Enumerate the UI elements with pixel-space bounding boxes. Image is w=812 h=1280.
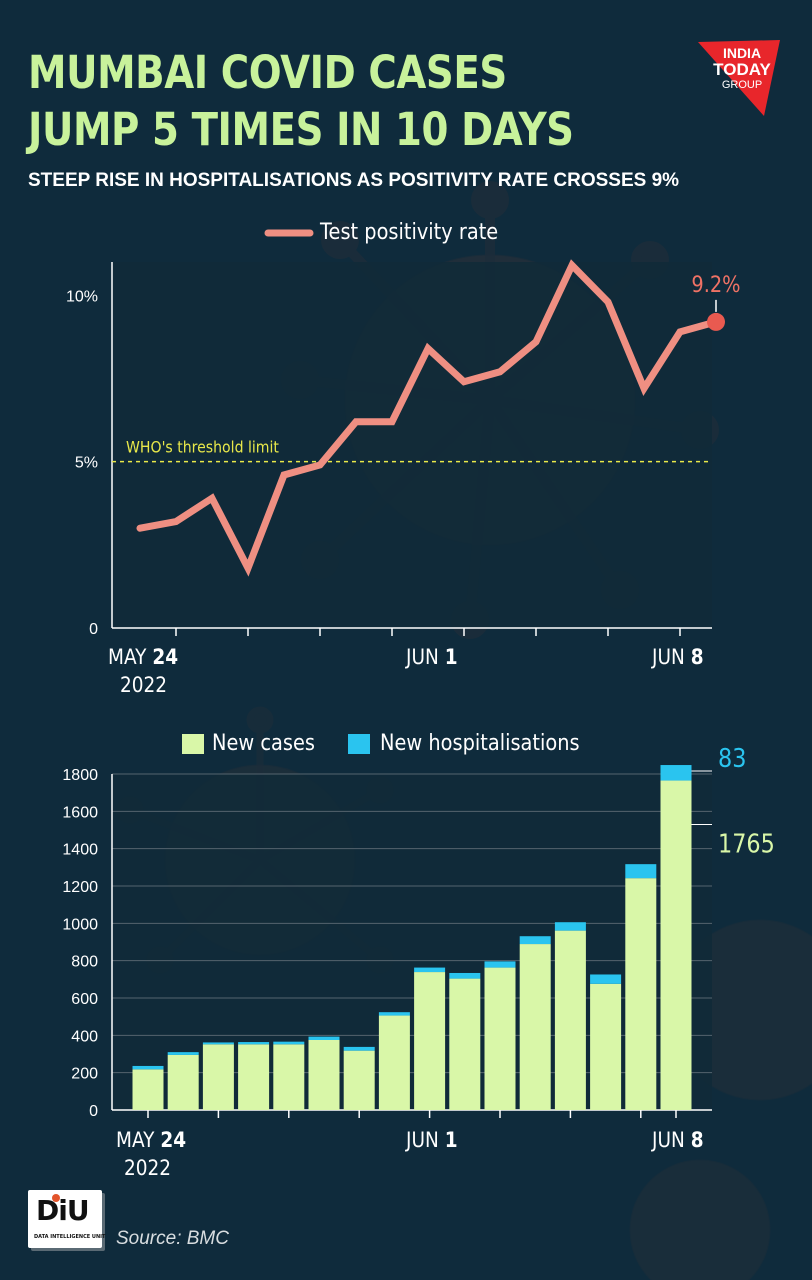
annotation-label: 9.2% <box>691 272 740 297</box>
bar-x-label-start: MAY 24 <box>116 1128 186 1152</box>
bar-y-tick-label: 1200 <box>62 879 98 896</box>
bar-new-cases <box>484 967 516 1110</box>
bar-y-tick-label: 1600 <box>62 804 98 821</box>
line-x-label-year: 2022 <box>120 673 168 697</box>
bar-y-tick-label: 1400 <box>62 842 98 859</box>
bar-new-hospitalisations <box>132 1065 164 1070</box>
bar-new-cases <box>378 1015 410 1110</box>
logo-line-2: TODAY <box>713 60 771 79</box>
page-subtitle: STEEP RISE IN HOSPITALISATIONS AS POSITI… <box>28 170 680 191</box>
diu-logo: DiU DATA INTELLIGENCE UNIT <box>28 1190 106 1248</box>
bar-new-hospitalisations <box>308 1036 340 1040</box>
line-x-start-day: 24 <box>152 645 179 669</box>
bar-new-cases <box>308 1040 340 1110</box>
bar-new-hospitalisations <box>484 961 516 968</box>
bar-x-end-month: JUN <box>652 1128 685 1152</box>
bar-new-hospitalisations <box>202 1042 234 1045</box>
bar-new-cases <box>414 972 446 1110</box>
bar-x-label-year: 2022 <box>124 1156 172 1180</box>
legend-new-hosp-label: New hospitalisations <box>380 731 580 756</box>
bar-new-hospitalisations <box>378 1012 410 1016</box>
india-today-logo: INDIA TODAY GROUP <box>698 40 780 116</box>
bar-new-cases <box>519 944 551 1110</box>
bar-new-hospitalisations <box>519 936 551 945</box>
bar-new-hospitalisations <box>590 974 622 984</box>
bar-x-mid-day: 1 <box>444 1128 458 1152</box>
logo-triangle-icon <box>698 40 780 116</box>
bar-new-cases <box>273 1044 305 1110</box>
bar-new-hospitalisations <box>660 765 692 781</box>
threshold-label: WHO's threshold limit <box>126 438 279 457</box>
line-x-mid-month: JUN <box>406 645 439 669</box>
bar-y-tick-label: 800 <box>71 954 98 971</box>
bar-x-start-month: MAY <box>116 1128 155 1152</box>
bar-plot-area <box>112 774 712 1110</box>
bar-new-cases <box>238 1044 270 1110</box>
bar-new-hospitalisations <box>238 1042 270 1045</box>
title-line-2: JUMP 5 TIMES IN 10 DAYS <box>28 103 574 156</box>
bar-new-cases <box>660 780 692 1110</box>
line-plot-area <box>112 262 712 628</box>
annotation-point <box>707 312 725 331</box>
legend-new-hosp-swatch-icon <box>348 734 370 754</box>
bar-x-mid-month: JUN <box>406 1128 439 1152</box>
source-note: Source: BMC <box>116 1228 229 1249</box>
annotation-cases-label: 1765 <box>718 828 775 859</box>
line-x-label-end: JUN 8 <box>652 645 704 669</box>
bar-new-hospitalisations <box>554 922 586 931</box>
bar-new-cases <box>343 1050 375 1110</box>
bar-new-cases <box>202 1044 234 1110</box>
legend-new-cases-label: New cases <box>212 731 315 756</box>
line-x-start-month: MAY <box>108 645 147 669</box>
bar-x-start-day: 24 <box>160 1128 187 1152</box>
line-y-tick-label: 10% <box>66 288 98 305</box>
bar-x-end-day: 8 <box>690 1128 704 1152</box>
legend-new-cases-swatch-icon <box>182 734 204 754</box>
bar-y-tick-label: 1800 <box>62 767 98 784</box>
bar-new-hospitalisations <box>625 864 657 879</box>
positivity-series-line <box>136 259 720 577</box>
line-x-end-day: 8 <box>690 645 704 669</box>
bar-new-cases <box>132 1069 164 1110</box>
bar-y-tick-label: 0 <box>89 1103 98 1120</box>
title-line-1: MUMBAI COVID CASES <box>28 46 507 99</box>
logo-line-1: INDIA <box>723 45 761 61</box>
bar-new-cases <box>625 878 657 1110</box>
bar-new-hospitalisations <box>167 1052 199 1055</box>
bar-x-label-end: JUN 8 <box>652 1128 704 1152</box>
bar-new-cases <box>167 1054 199 1110</box>
bar-new-cases <box>449 978 481 1110</box>
logo-line-3: GROUP <box>722 79 762 91</box>
bar-y-tick-label: 600 <box>71 991 98 1008</box>
bar-y-tick-label: 400 <box>71 1028 98 1045</box>
bar-x-label-mid: JUN 1 <box>406 1128 458 1152</box>
line-x-label-start: MAY 24 <box>108 645 178 669</box>
bar-new-cases <box>590 983 622 1110</box>
diu-logo-dot-icon <box>52 1194 60 1202</box>
legend-positivity-label: Test positivity rate <box>320 220 499 245</box>
bar-new-hospitalisations <box>414 967 446 973</box>
bar-y-tick-label: 200 <box>71 1066 98 1083</box>
diu-logo-subtext: DATA INTELLIGENCE UNIT <box>34 1234 106 1240</box>
legend-line-swatch-icon <box>264 229 314 237</box>
bar-new-cases <box>554 930 586 1110</box>
line-x-label-mid: JUN 1 <box>406 645 458 669</box>
page-title: MUMBAI COVID CASES JUMP 5 TIMES IN 10 DA… <box>28 44 574 158</box>
line-y-tick-label: 0 <box>89 621 98 638</box>
annotation-hosp-label: 83 <box>718 742 746 773</box>
bar-new-hospitalisations <box>343 1046 375 1051</box>
line-y-tick-label: 5% <box>75 455 98 472</box>
line-x-mid-day: 1 <box>444 645 458 669</box>
bar-y-tick-label: 1000 <box>62 916 98 933</box>
diu-logo-text: DiU <box>36 1194 90 1227</box>
bar-new-hospitalisations <box>449 972 481 979</box>
bar-new-hospitalisations <box>273 1041 305 1045</box>
line-x-end-month: JUN <box>652 645 685 669</box>
